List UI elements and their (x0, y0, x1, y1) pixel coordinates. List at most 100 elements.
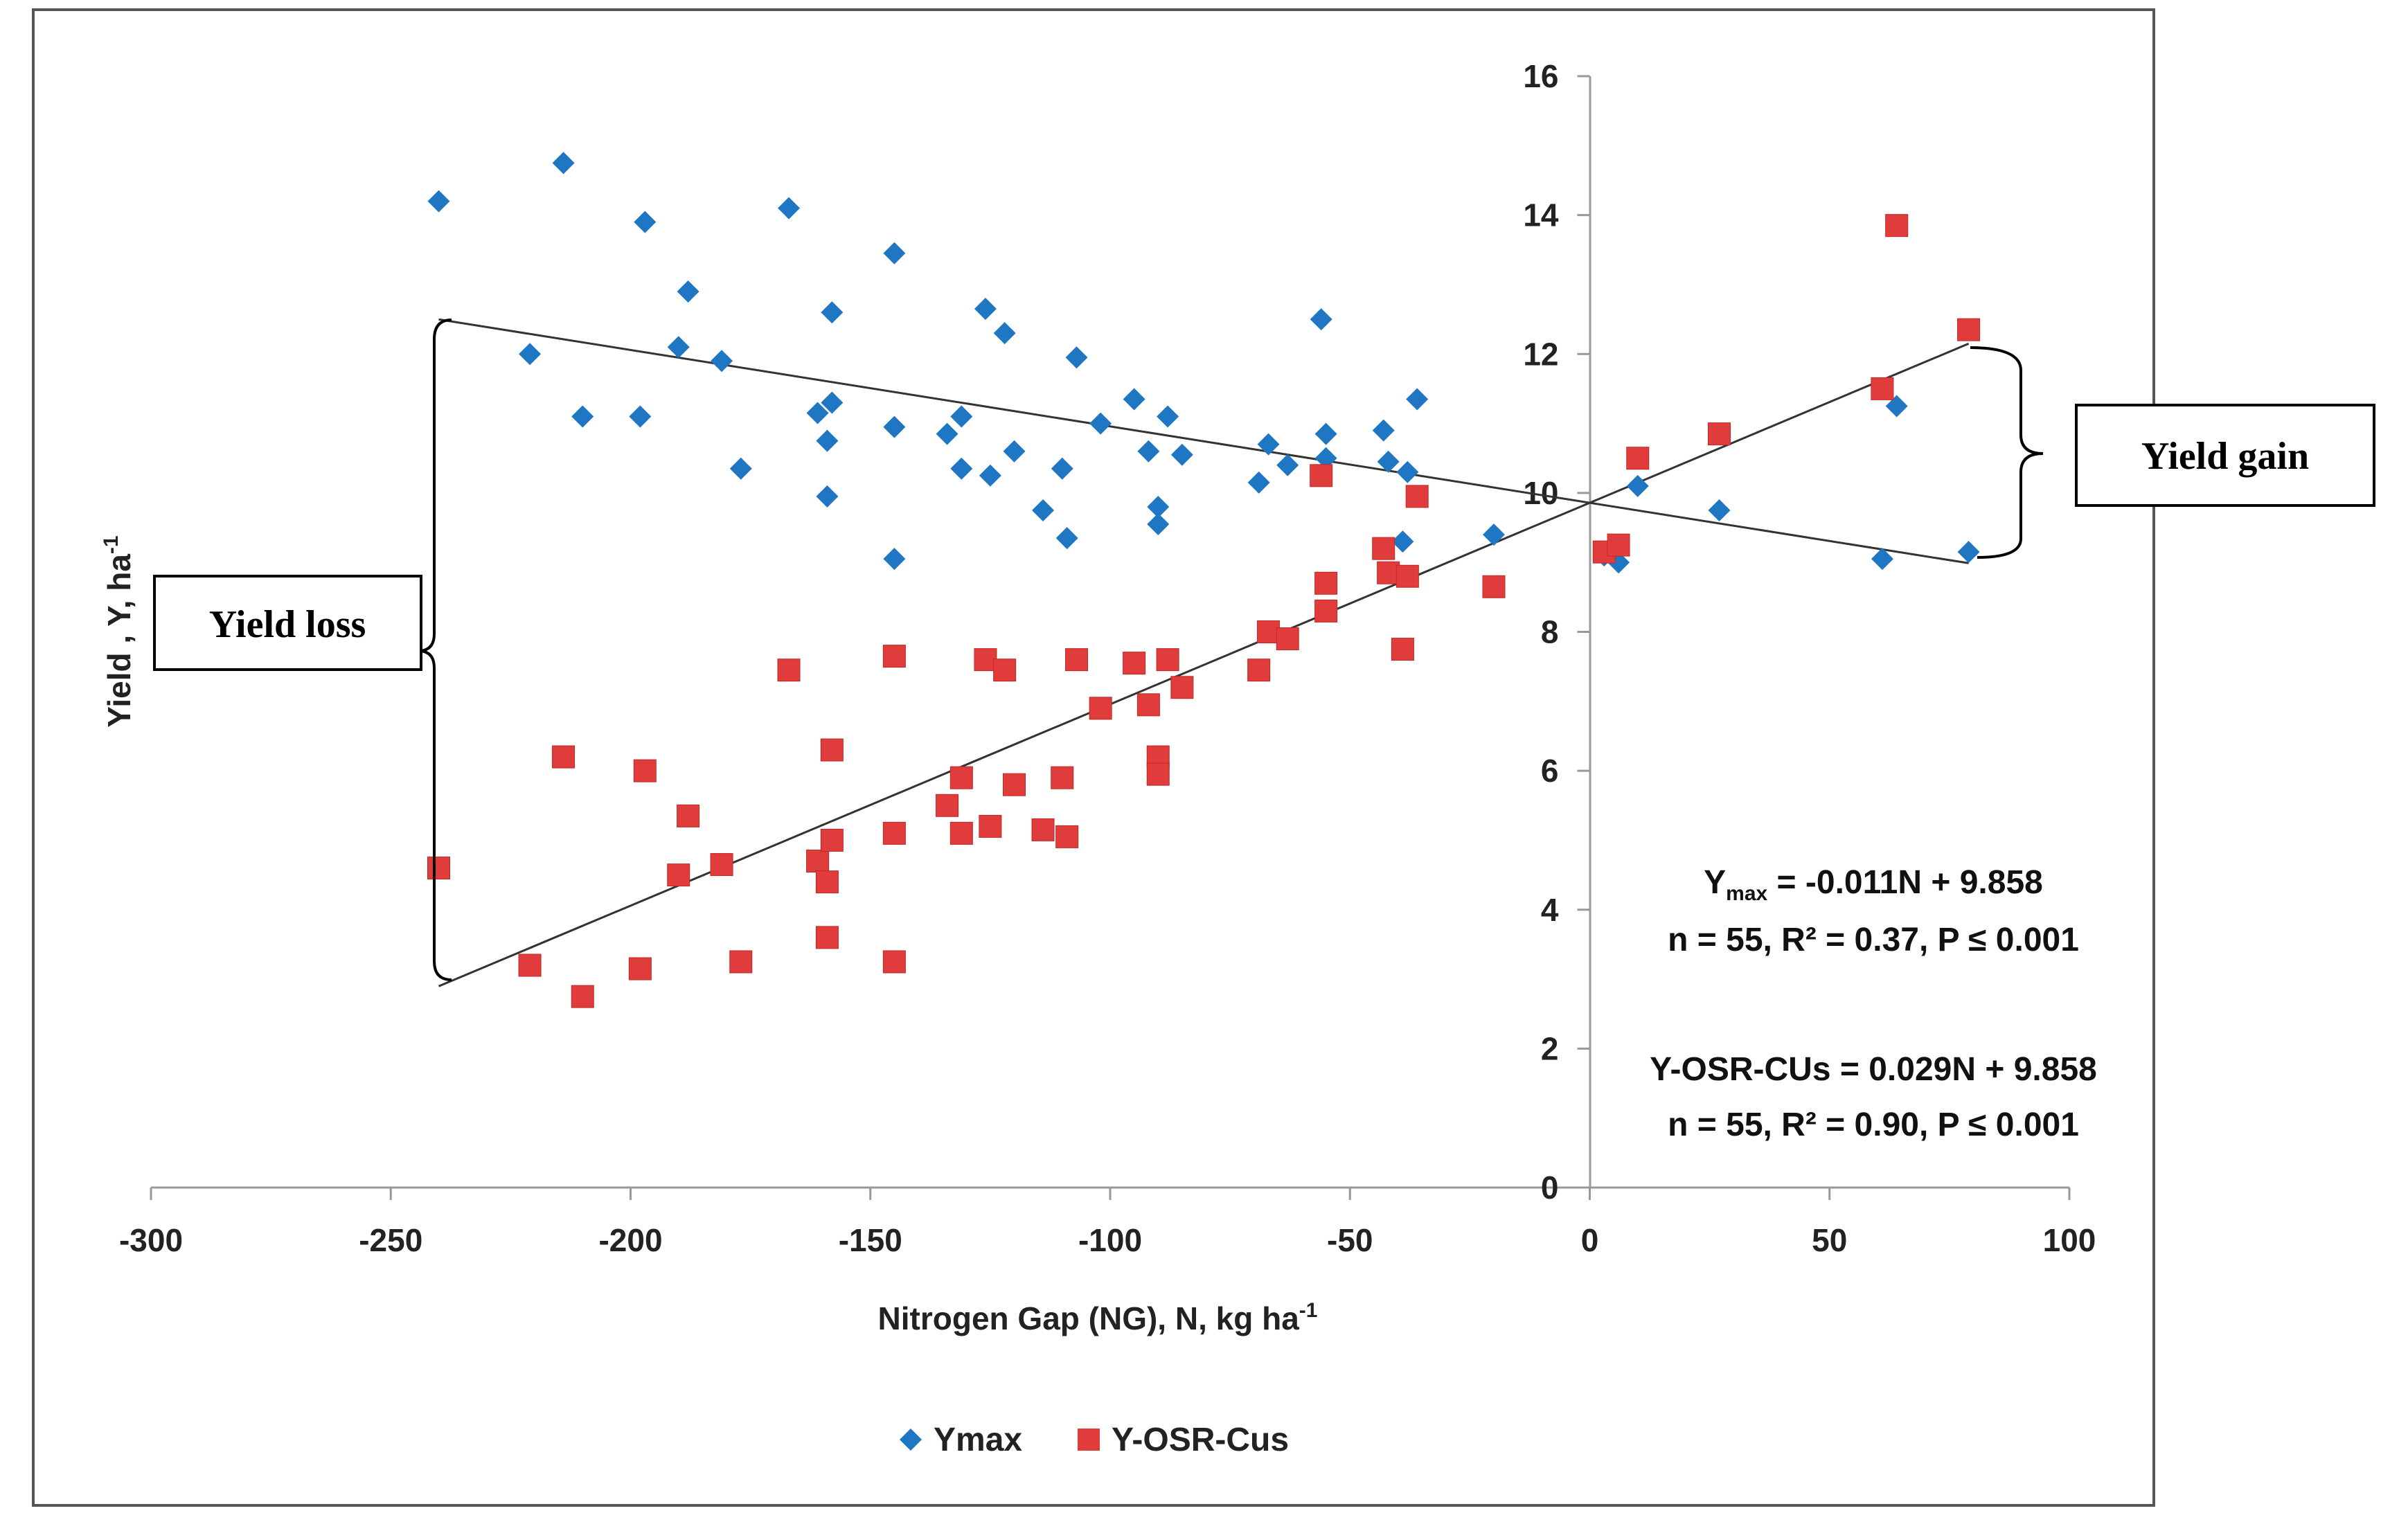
yosr-point (1156, 648, 1179, 672)
yosr-point (777, 659, 801, 682)
yosr-point (949, 821, 973, 845)
ymax-point (1055, 527, 1078, 550)
y-tick-label: 14 (1523, 197, 1559, 233)
yosr-point (820, 828, 844, 852)
legend-ymax-label: Ymax (934, 1422, 1022, 1458)
ymax-point (571, 405, 594, 428)
yosr-point (1707, 422, 1731, 446)
ymax-point (1314, 447, 1337, 469)
yosr-point (1031, 818, 1055, 841)
y-tick-label: 4 (1541, 892, 1559, 928)
yosr-point (1051, 766, 1074, 789)
ymax-point (1377, 450, 1400, 473)
x-tick-label: -50 (1327, 1222, 1373, 1258)
ymax-point (806, 402, 829, 424)
ymax-point (729, 457, 752, 480)
ymax-point (1310, 308, 1332, 331)
ymax-point (816, 429, 839, 452)
yosr-point (820, 738, 844, 762)
x-tick-label: -250 (359, 1222, 422, 1258)
ymax-point (778, 197, 801, 220)
ymax-point (1147, 513, 1170, 536)
ymax-point (1247, 471, 1270, 494)
ymax-point (427, 190, 450, 213)
legend-yosr-marker (1078, 1429, 1100, 1451)
yield-gain-label: Yield gain (2141, 435, 2309, 478)
yosr-point (571, 985, 594, 1008)
yosr-point (1055, 825, 1079, 848)
yosr-point (633, 759, 657, 782)
ymax-point (519, 343, 542, 366)
equations: Ymax = -0.011N + 9.858 n = 55, R² = 0.37… (1650, 864, 2097, 1143)
x-axis-title: Nitrogen Gap (NG), N, kg ha-1 (878, 1299, 1318, 1336)
ymax-point (711, 350, 733, 373)
yosr-point (815, 926, 839, 949)
yosr-point (427, 857, 450, 880)
ymax-point (1372, 419, 1395, 442)
ymax-point (1170, 443, 1193, 466)
yosr-point (1257, 620, 1281, 643)
yosr-point (1405, 485, 1429, 508)
yosr-point (1482, 575, 1506, 598)
ymax-point (821, 391, 844, 414)
ymax-point (1065, 346, 1088, 369)
yosr-point (518, 953, 542, 977)
ymax-point (1708, 499, 1731, 521)
x-tick-label: -300 (119, 1222, 183, 1258)
yosr-point (1871, 377, 1894, 400)
yosr-point (628, 957, 652, 981)
ymax-point (1276, 454, 1299, 476)
yield-gain-box: Yield gain (2075, 404, 2375, 507)
yosr-point (974, 648, 997, 672)
ymax-point (821, 301, 844, 324)
yosr-point (1123, 652, 1146, 675)
ymax-point (634, 211, 657, 233)
ymax-point (1957, 541, 1980, 564)
y-tick-label: 6 (1541, 753, 1559, 789)
y-tick-label: 12 (1523, 336, 1558, 372)
x-tick-label: -100 (1078, 1222, 1142, 1258)
yield-gain-brace (1970, 346, 2044, 559)
x-tick-label: -200 (598, 1222, 662, 1258)
yosr-point (1372, 537, 1395, 560)
yosr-trendline (438, 342, 1970, 987)
yosr-point (1395, 564, 1419, 588)
ymax-point (1003, 440, 1026, 463)
yosr-point (1607, 533, 1630, 557)
yosr-point (949, 766, 973, 789)
y-tick-label: 2 (1541, 1030, 1559, 1066)
ymax-equation: Ymax = -0.011N + 9.858 (1704, 864, 2043, 905)
ymax-point (1871, 548, 1893, 571)
ymax-point (1157, 405, 1179, 428)
yosr-point (815, 870, 839, 894)
ymax-point (950, 405, 973, 428)
yosr-point (1276, 627, 1299, 651)
ymax-point (1626, 474, 1649, 497)
ymax-point (1137, 440, 1160, 463)
x-tick-label: 100 (2043, 1222, 2096, 1258)
ymax-point (993, 322, 1016, 345)
ymax-point (979, 464, 1001, 487)
ymax-point (1051, 457, 1073, 480)
yosr-point (1377, 561, 1400, 584)
yosr-point (1314, 599, 1338, 623)
ymax-point (1396, 460, 1419, 483)
yosr-point (1957, 318, 1981, 341)
yosr-point (1391, 638, 1414, 661)
ymax-point (1885, 395, 1908, 418)
ymax-point (1257, 433, 1280, 456)
ymax-trendline (438, 318, 1969, 564)
x-tick-label: -150 (839, 1222, 902, 1258)
yosr-point (552, 745, 576, 769)
y-tick-label: 0 (1541, 1170, 1559, 1206)
x-axis-ticks: -300 -250 -200 -150 -100 -50 0 50 100 (119, 1188, 2096, 1258)
yosr-equation: Y-OSR-CUs = 0.029N + 9.858 (1650, 1051, 2097, 1088)
x-tick-label: 0 (1581, 1222, 1599, 1258)
yosr-point (1885, 214, 1909, 238)
ymax-point (552, 152, 575, 174)
yosr-point (729, 950, 753, 974)
yosr-point (1247, 659, 1271, 682)
ymax-point (883, 415, 906, 438)
